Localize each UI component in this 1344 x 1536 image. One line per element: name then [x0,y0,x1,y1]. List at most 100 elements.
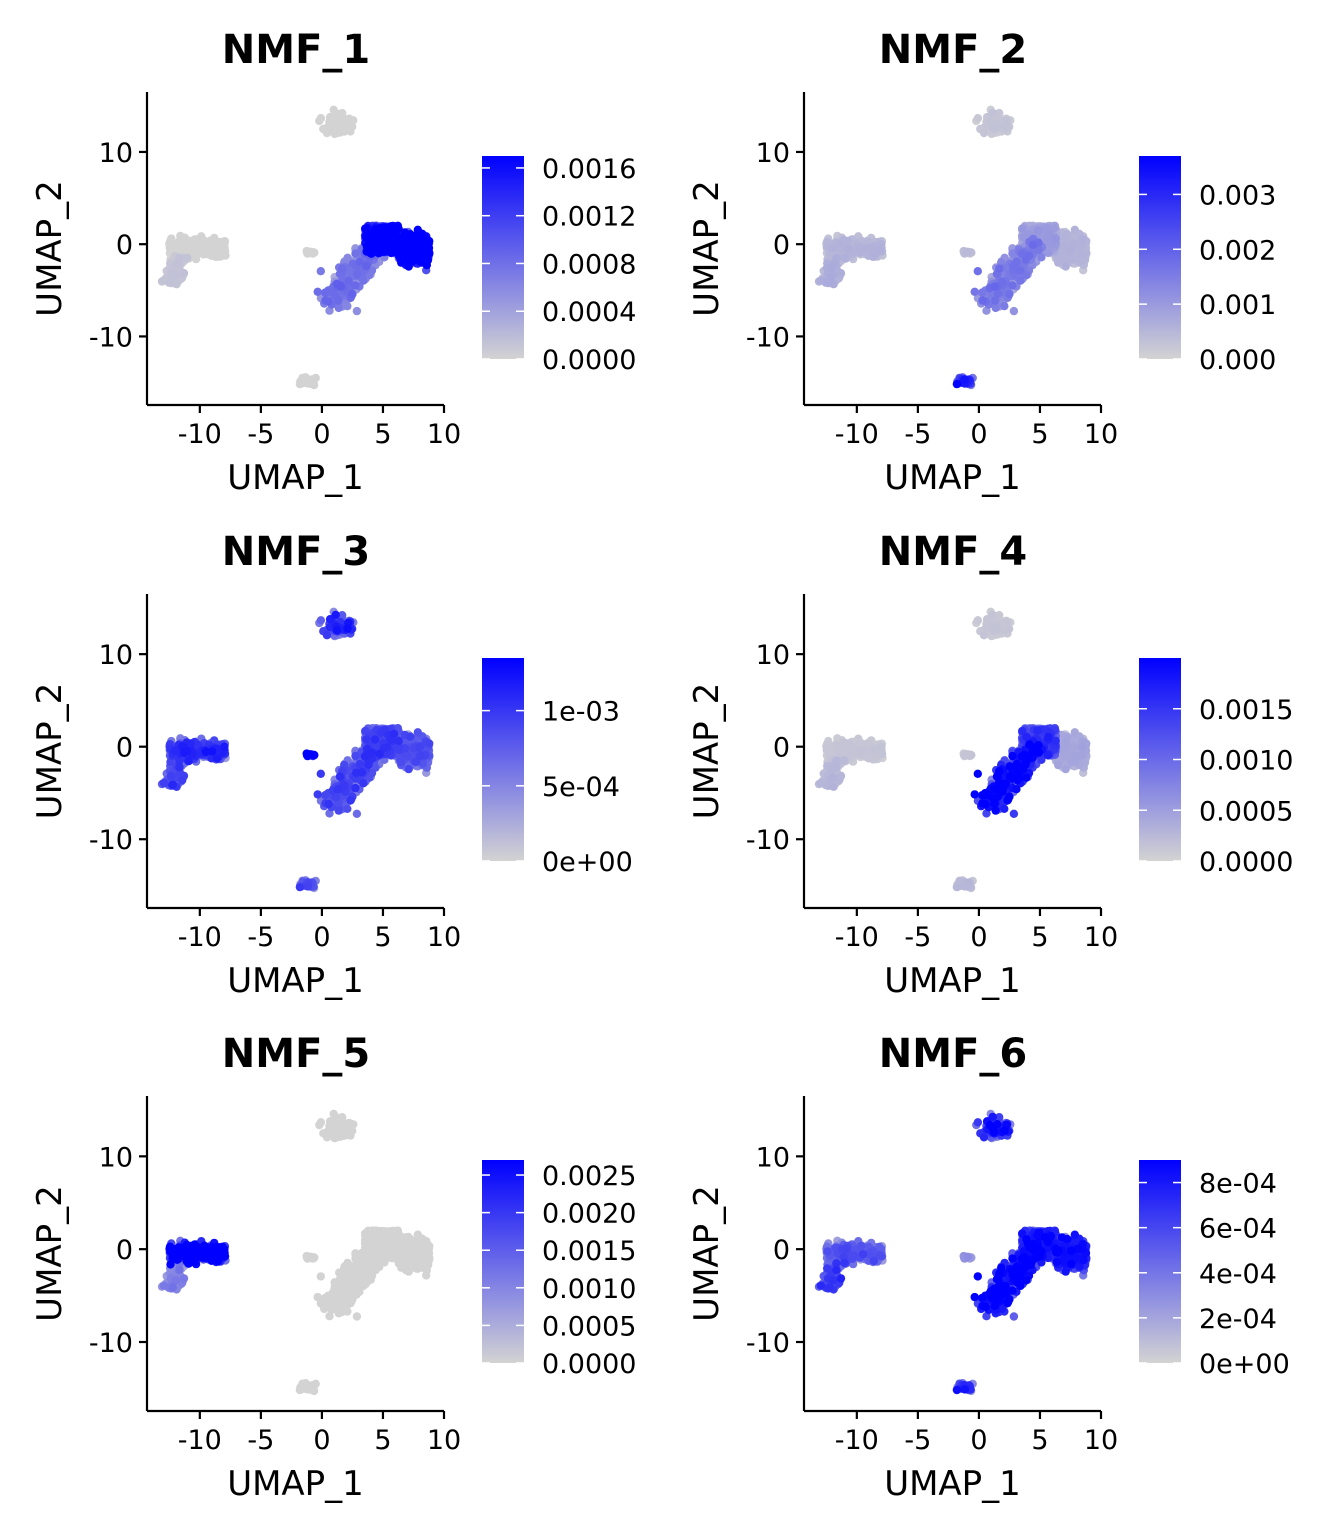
cell-point [988,108,997,118]
cell-point [362,262,371,271]
cell-point [191,254,201,264]
cell-point [973,267,982,276]
cell-point [384,243,393,252]
colorbar-tick-label: 0e+00 [542,847,633,878]
cell-point [166,277,175,286]
cell-point [316,769,325,778]
colorbar-tick-label: 5e-04 [542,772,620,803]
colorbar-tick-label: 0.0004 [542,297,636,328]
cell-point [1054,258,1063,267]
cell-point [361,752,370,761]
cell-point [952,379,962,389]
cell-point [1008,281,1017,290]
cell-point [1004,625,1013,634]
cell-point [825,278,834,287]
x-tick-label: 10 [427,419,461,450]
panel-2: NMF_2-10 -5 0 5 10-10010UMAP_1UMAP_20.0000.0… [687,27,1276,498]
cell-point [322,631,332,640]
cell-point [183,253,192,262]
cell-point [1070,225,1080,234]
cell-point [316,114,326,123]
cell-point [1000,122,1009,131]
cell-point [331,610,340,620]
cell-point [187,243,196,252]
cell-point [321,288,330,297]
cell-point [415,240,424,250]
cell-point [990,282,1000,291]
cell-point [1005,289,1014,299]
cell-point [1000,301,1009,311]
colorbar-tick-label: 0.0008 [542,249,636,280]
cell-point [308,248,317,257]
cell-point [837,748,846,757]
y-tick-label: 10 [99,640,133,671]
cell-point [359,779,368,788]
y-axis-label: UMAP_2 [687,180,727,317]
cell-point [406,732,415,741]
cell-point [836,269,846,278]
cell-point [1043,232,1053,242]
cell-point [321,791,330,800]
cell-point [978,296,987,305]
cell-point [205,245,214,254]
cell-point [175,244,184,254]
y-tick-label: 10 [99,138,133,169]
y-tick-label: 0 [116,230,133,261]
cell-point [182,746,192,756]
cell-point [207,251,216,260]
cell-point [184,757,193,766]
cell-point [389,729,399,738]
cell-point [962,247,971,257]
cell-point [352,809,362,818]
cell-point [1061,262,1070,271]
y-axis-label: UMAP_2 [30,180,70,317]
x-tick-label: -5 [247,419,274,450]
cell-point [416,751,425,761]
cell-point [865,244,874,254]
cell-point [316,267,325,276]
y-tick-label: -10 [89,322,133,353]
x-tick-label: 5 [1031,419,1048,450]
x-tick-label: 0 [313,922,330,953]
cell-point [159,276,168,285]
cell-point [338,264,347,273]
cell-point [212,754,222,763]
cell-point [1028,240,1038,250]
cell-point [194,245,203,255]
colorbar-gradient [1139,156,1181,359]
cell-point [343,301,352,311]
x-tick-label: 10 [1084,419,1118,450]
y-axis-label: UMAP_2 [30,683,70,820]
scatter-points [814,105,1091,390]
x-axis-label: UMAP_1 [227,458,364,498]
cell-point [333,785,343,794]
panel-title: NMF_1 [222,27,370,73]
cell-point [303,882,313,891]
cell-point [355,759,364,769]
colorbar-tick-label: 0.002 [1199,235,1276,266]
cell-point [835,239,844,249]
cell-point [220,742,229,751]
cell-point [201,747,211,756]
panel-1: NMF_1-10 -5 0 5 10-10010UMAP_1UMAP_20.00000.… [30,27,636,498]
cell-point [346,796,355,805]
cell-point [352,306,362,316]
cell-point [351,783,360,793]
cell-point [1051,234,1060,243]
cell-point [413,225,422,234]
scatter-points [157,105,434,390]
cell-point [877,749,886,758]
cell-point [840,253,849,262]
cell-point [332,626,341,635]
cell-point [343,624,352,633]
y-tick-label: 0 [773,230,790,261]
cell-point [175,763,184,772]
cell-point [394,736,403,746]
cell-point [415,743,424,752]
cell-point [375,749,384,758]
cell-point [827,243,837,253]
cell-point [365,231,375,240]
cell-point [843,236,852,246]
cell-point [370,735,380,744]
